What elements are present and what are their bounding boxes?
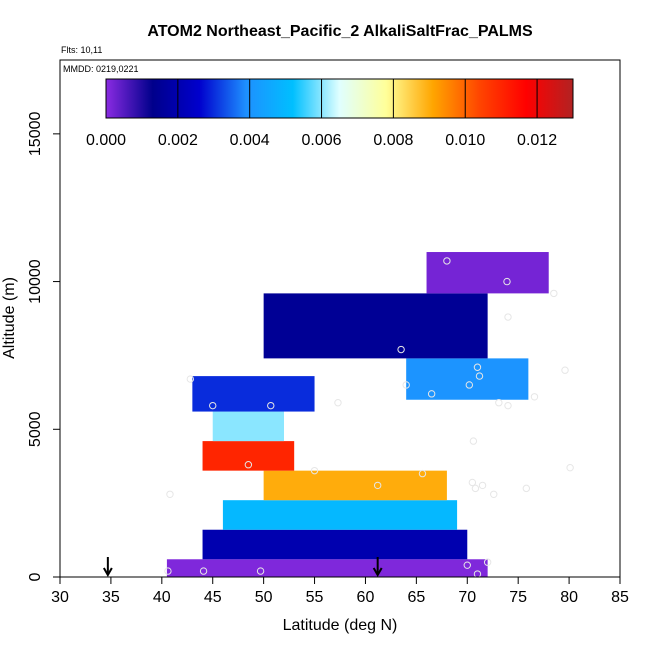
sample-point [478, 481, 487, 490]
heatmap-cell [406, 358, 529, 400]
x-tick-label: 85 [611, 589, 629, 606]
x-axis-label: Latitude (deg N) [283, 617, 398, 634]
colorbar-ticks: 0.000 0.002 0.004 0.006 0.008 0.010 0.012 [86, 79, 557, 149]
x-tick-label: 65 [407, 589, 425, 606]
sample-point [503, 277, 511, 286]
sample-point [463, 561, 471, 569]
date-label: MMDD: 0219,0221 [63, 64, 139, 74]
y-tick-label: 0 [27, 572, 44, 581]
sample-point [267, 401, 275, 410]
heatmap-cell [202, 529, 468, 560]
colorbar: 0.000 0.002 0.004 0.006 0.008 0.010 0.012 [86, 78, 574, 149]
sample-point [465, 381, 474, 389]
sample-point [530, 393, 539, 401]
sample-point [427, 390, 436, 398]
sample-point [471, 484, 480, 493]
heatmap-cell [166, 559, 488, 577]
sample-point [373, 481, 382, 490]
flight-marker-arrow [372, 557, 383, 578]
sample-point [566, 463, 574, 472]
x-tick-label: 55 [306, 589, 324, 606]
sample-point [469, 437, 478, 445]
heatmap-cell [263, 470, 447, 501]
sample-point [244, 461, 253, 469]
x-tick-label: 45 [204, 589, 222, 606]
heatmap-cell [426, 252, 549, 294]
sample-point [504, 401, 512, 410]
flight-markers-layer [102, 557, 383, 578]
sample-point [561, 366, 569, 374]
colorbar-gradient [105, 78, 574, 119]
x-tick-label: 30 [51, 589, 69, 606]
sample-point [166, 490, 174, 498]
flights-label: Flts: 10,11 [61, 45, 102, 55]
y-axis: 0 5000 10000 15000 [27, 112, 61, 581]
sample-point [199, 567, 208, 575]
sample-point [310, 466, 319, 475]
heatmap-cell [212, 411, 284, 442]
heatmap-cell [202, 441, 295, 471]
colorbar-tick-label: 0.010 [445, 132, 485, 149]
sample-point [495, 398, 503, 407]
flight-marker-head [372, 567, 383, 578]
sample-point [475, 372, 484, 380]
sample-point [402, 381, 410, 389]
sample-point [334, 398, 342, 407]
x-axis: 30 35 40 45 50 55 60 65 70 75 80 85 [51, 576, 629, 606]
x-tick-label: 60 [357, 589, 375, 606]
sample-point [418, 469, 427, 478]
heatmap-layer [166, 252, 549, 577]
chart-title: ATOM2 Northeast_Pacific_2 AlkaliSaltFrac… [147, 23, 533, 40]
x-tick-label: 50 [255, 589, 273, 606]
y-tick-label: 5000 [27, 411, 44, 447]
sample-point [256, 567, 265, 575]
heatmap-cell [192, 376, 315, 412]
sample-point [483, 558, 492, 566]
y-tick-label: 15000 [27, 112, 44, 157]
sample-point [522, 484, 531, 493]
sample-point [209, 401, 217, 410]
sample-point [550, 289, 558, 298]
sample-point [186, 375, 195, 383]
colorbar-tick-label: 0.002 [158, 132, 198, 149]
sample-points-layer [164, 257, 574, 578]
x-tick-label: 40 [153, 589, 171, 606]
sample-point [443, 257, 451, 265]
y-tick-label: 10000 [27, 259, 44, 304]
sample-point [504, 313, 512, 321]
colorbar-tick-label: 0.006 [302, 132, 342, 149]
colorbar-tick-label: 0.004 [230, 132, 270, 149]
heatmap-cell [222, 500, 458, 530]
colorbar-tick-label: 0.000 [86, 132, 126, 149]
x-tick-label: 70 [458, 589, 476, 606]
y-axis-label: Altitude (m) [1, 277, 18, 359]
flight-marker-arrow [102, 557, 113, 578]
sample-point [490, 490, 498, 498]
flight-marker-head [102, 567, 113, 578]
colorbar-tick-label: 0.008 [373, 132, 413, 149]
sample-point [468, 478, 477, 487]
x-tick-label: 75 [509, 589, 527, 606]
x-tick-label: 80 [560, 589, 578, 606]
sample-point [164, 567, 172, 575]
sample-point [473, 363, 482, 371]
colorbar-tick-label: 0.012 [517, 132, 557, 149]
x-tick-label: 35 [102, 589, 120, 606]
heatmap-cell [263, 293, 488, 359]
sample-point [397, 345, 405, 354]
